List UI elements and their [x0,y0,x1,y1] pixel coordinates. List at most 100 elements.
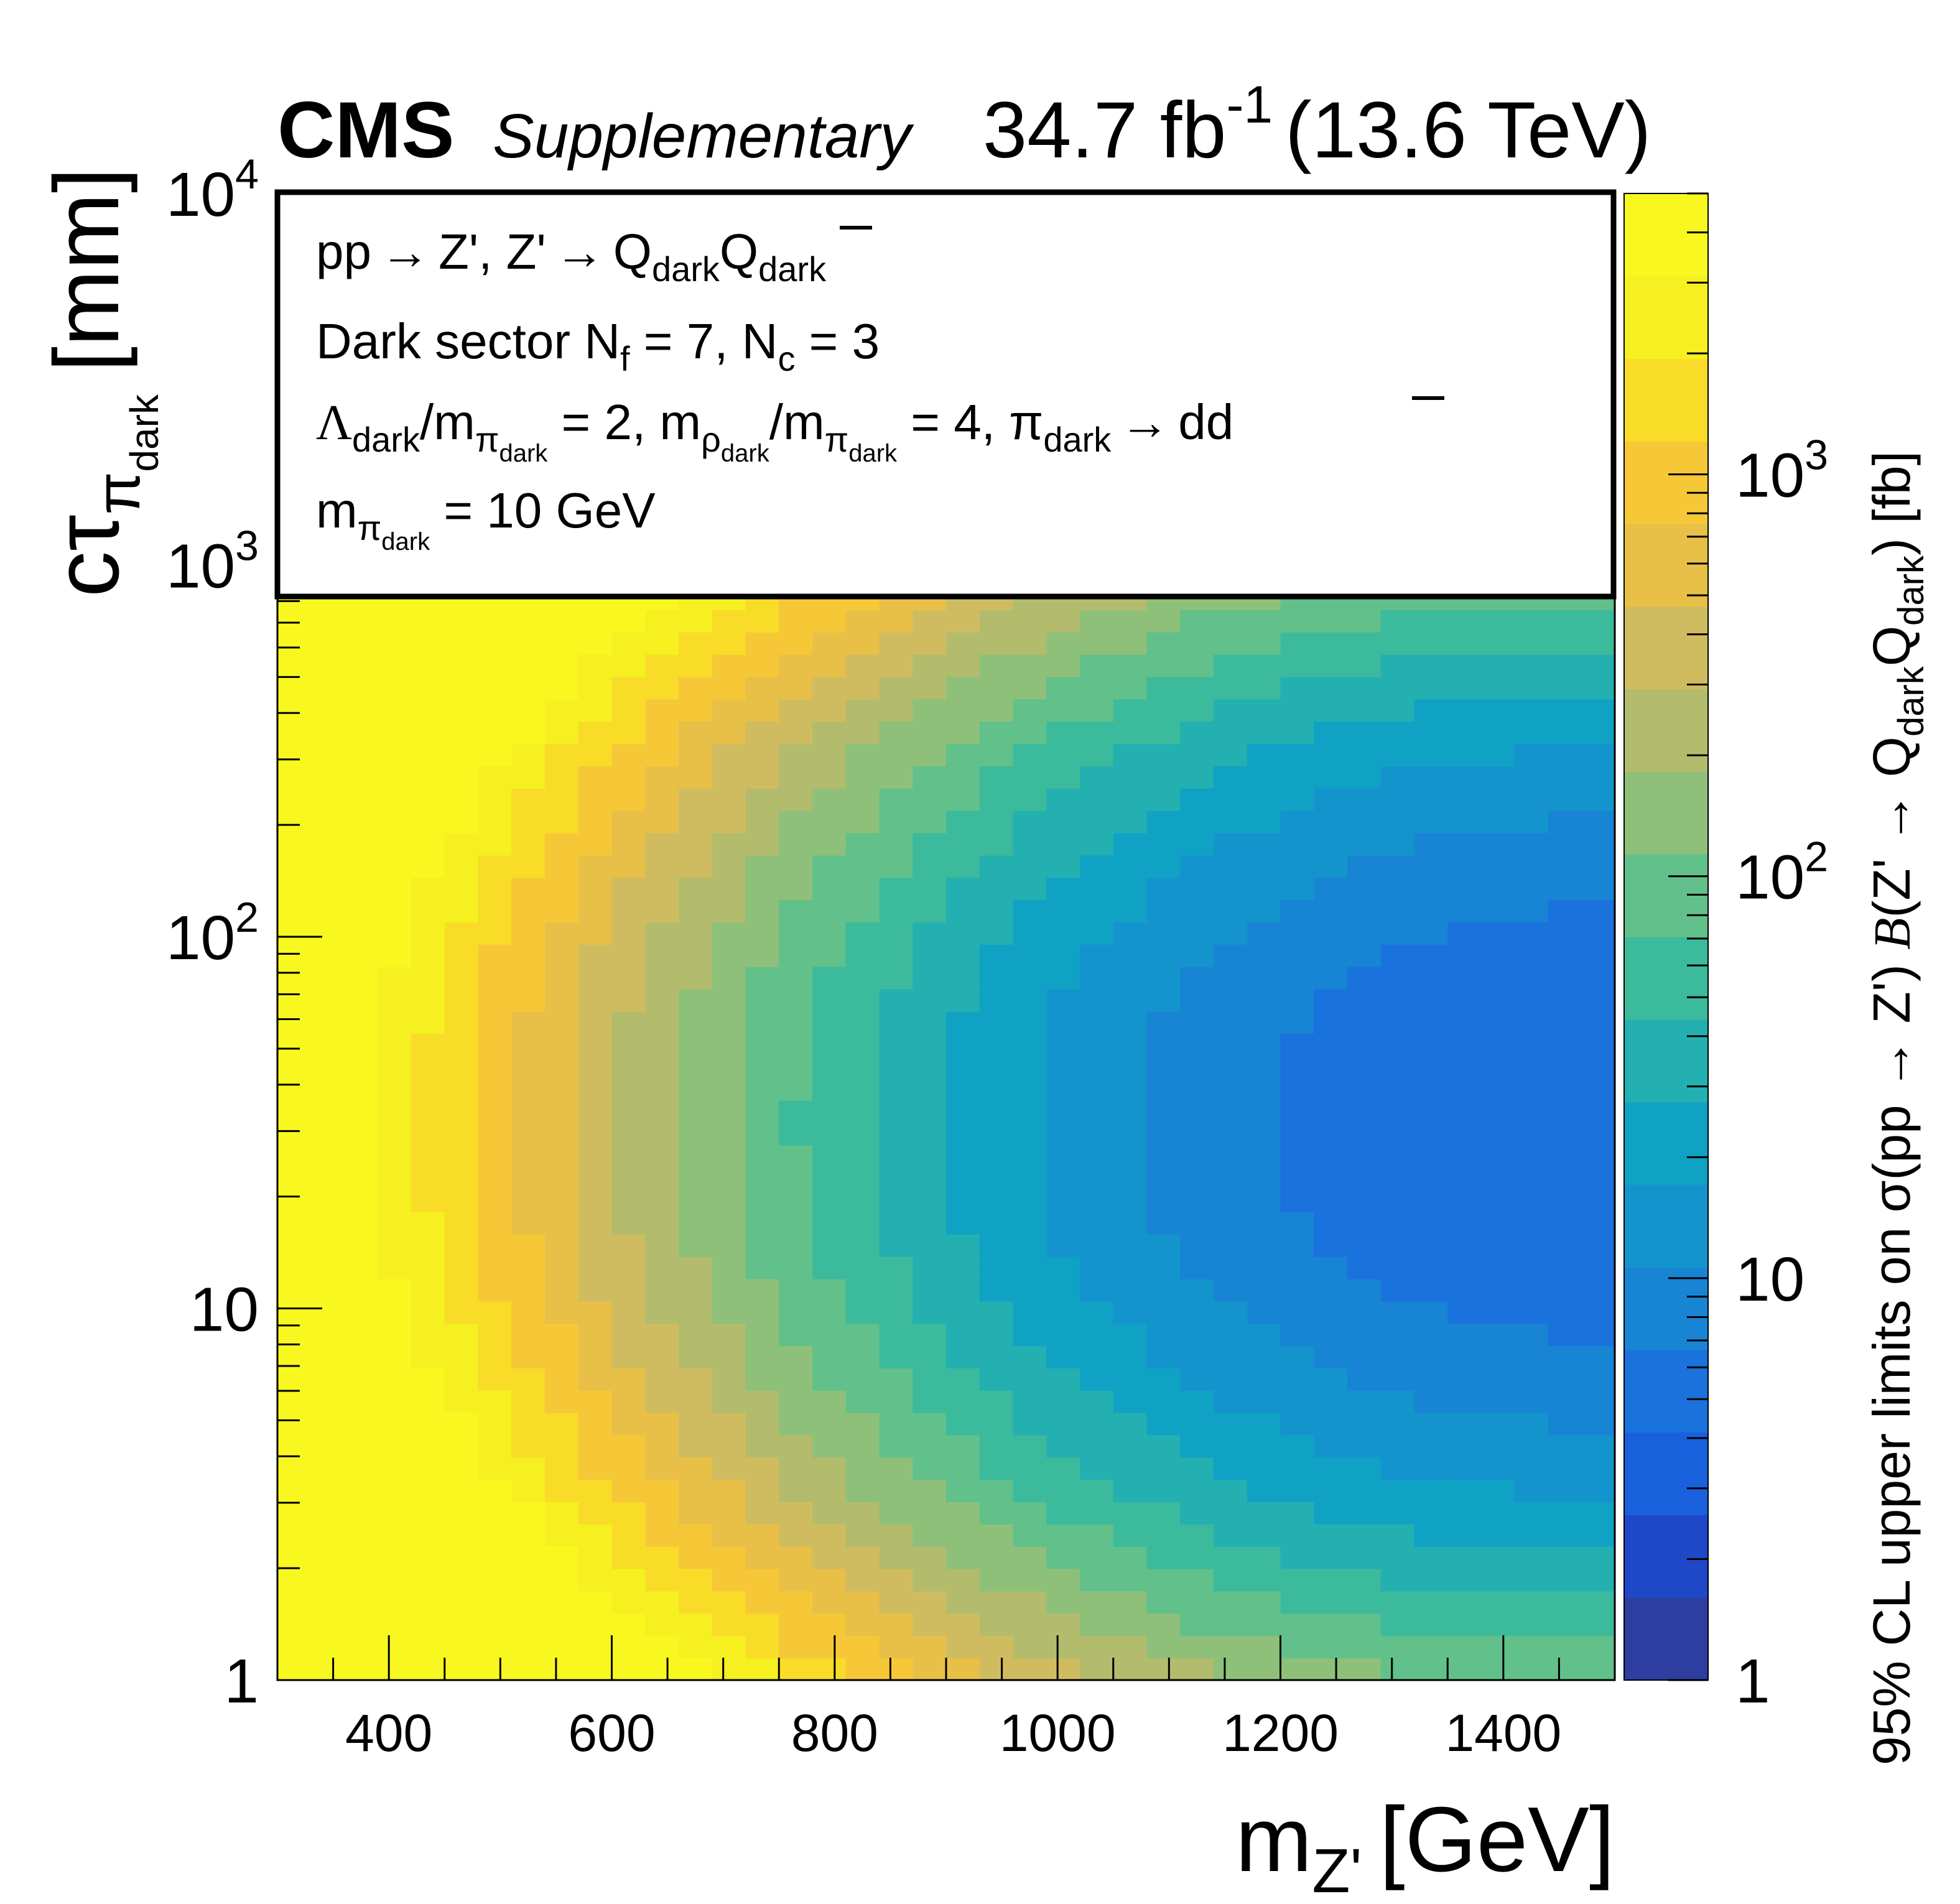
heatmap-cell [578,1256,613,1279]
heatmap-cell [511,1591,546,1614]
heatmap-cell [913,1033,947,1057]
heatmap-cell [679,1189,713,1212]
heatmap-cell [1146,855,1181,878]
heatmap-cell [344,699,379,722]
heatmap-cell [1314,1434,1348,1458]
heatmap-cell [1514,1479,1549,1502]
heatmap-cell [1548,699,1582,722]
heatmap-cell [1280,1368,1315,1391]
heatmap-cell [879,832,914,856]
heatmap-cell [1214,1189,1248,1212]
heatmap-cell [1414,1613,1449,1637]
heatmap-cell [1581,1568,1615,1592]
heatmap-cell [1214,699,1248,722]
heatmap-cell [879,877,914,901]
heatmap-cell [679,1167,713,1191]
heatmap-cell [277,1502,312,1525]
heatmap-cell [1581,610,1615,633]
heatmap-cell [1214,1145,1248,1168]
heatmap-cell [1013,1434,1047,1458]
heatmap-cell [545,1033,579,1057]
heatmap-cell [745,787,780,811]
heatmap-cell [779,1658,813,1681]
heatmap-cell [1514,1011,1549,1034]
heatmap-cell [679,1145,713,1168]
heatmap-cell [979,988,1014,1012]
heatmap-cell [1481,855,1515,878]
heatmap-cell [611,832,646,856]
heatmap-cell [310,610,345,633]
heatmap-cell [1180,610,1214,633]
heatmap-cell [1447,966,1482,990]
heatmap-cell [1247,1390,1281,1413]
heatmap-cell [812,944,847,967]
heatmap-cell [545,1078,579,1101]
x-tick-label: 1400 [1445,1704,1561,1762]
heatmap-cell [913,1368,947,1391]
heatmap-cell [411,832,445,856]
heatmap-cell [1080,610,1114,633]
heatmap-cell [879,1434,914,1458]
heatmap-cell [1548,676,1582,700]
heatmap-cell [378,743,412,766]
heatmap-cell [478,877,513,901]
heatmap-cell [1514,766,1549,789]
heatmap-cell [277,1056,312,1079]
heatmap-cell [478,610,513,633]
x-tick-label: 1200 [1222,1704,1339,1762]
heatmap-cell [1013,1167,1047,1191]
heatmap-cell [478,922,513,945]
heatmap-cell [679,1591,713,1614]
heatmap-cell [478,721,513,745]
heatmap-cell [745,632,780,655]
heatmap-cell [611,654,646,677]
heatmap-cell [578,1368,613,1391]
heatmap-cell [310,1368,345,1391]
heatmap-cell [1347,810,1382,834]
heatmap-cell [1447,676,1482,700]
heatmap-cell [511,1056,546,1079]
heatmap-cell [1347,610,1382,633]
heatmap-cell [1414,1524,1449,1547]
heatmap-cell [277,1256,312,1279]
heatmap-cell [779,676,813,700]
heatmap-cell [578,877,613,901]
heatmap-cell [1581,944,1615,967]
heatmap-cell [779,1613,813,1637]
heatmap-cell [411,1635,445,1658]
heatmap-cell [979,944,1014,967]
heatmap-cell [1214,1122,1248,1146]
heatmap-cell [913,1278,947,1302]
heatmap-cell [845,743,880,766]
heatmap-cell [1447,743,1482,766]
heatmap-cell [1514,1033,1549,1057]
heatmap-cell [1113,654,1148,677]
heatmap-cell [310,1412,345,1436]
heatmap-cell [411,1011,445,1034]
heatmap-cell [411,699,445,722]
heatmap-cell [1247,1278,1281,1302]
heatmap-cell [845,1256,880,1279]
heatmap-cell [946,1591,980,1614]
heatmap-cell [1514,1301,1549,1324]
heatmap-cell [1314,787,1348,811]
heatmap-cell [277,966,312,990]
heatmap-cell [1347,1390,1382,1413]
heatmap-cell [1113,1613,1148,1637]
heatmap-cell [1481,654,1515,677]
heatmap-cell [1447,654,1482,677]
heatmap-cell [1347,1502,1382,1525]
heatmap-cell [1514,1390,1549,1413]
heatmap-cell [1046,1390,1080,1413]
heatmap-cell [411,988,445,1012]
heatmap-cell [1514,676,1549,700]
heatmap-cell [277,877,312,901]
heatmap-cell [411,654,445,677]
heatmap-cell [1180,966,1214,990]
heatmap-cell [1046,1145,1080,1168]
heatmap-cell [1080,966,1114,990]
heatmap-cell [411,787,445,811]
heatmap-cell [712,1323,746,1347]
heatmap-cell [1046,632,1080,655]
heatmap-cell [645,787,679,811]
